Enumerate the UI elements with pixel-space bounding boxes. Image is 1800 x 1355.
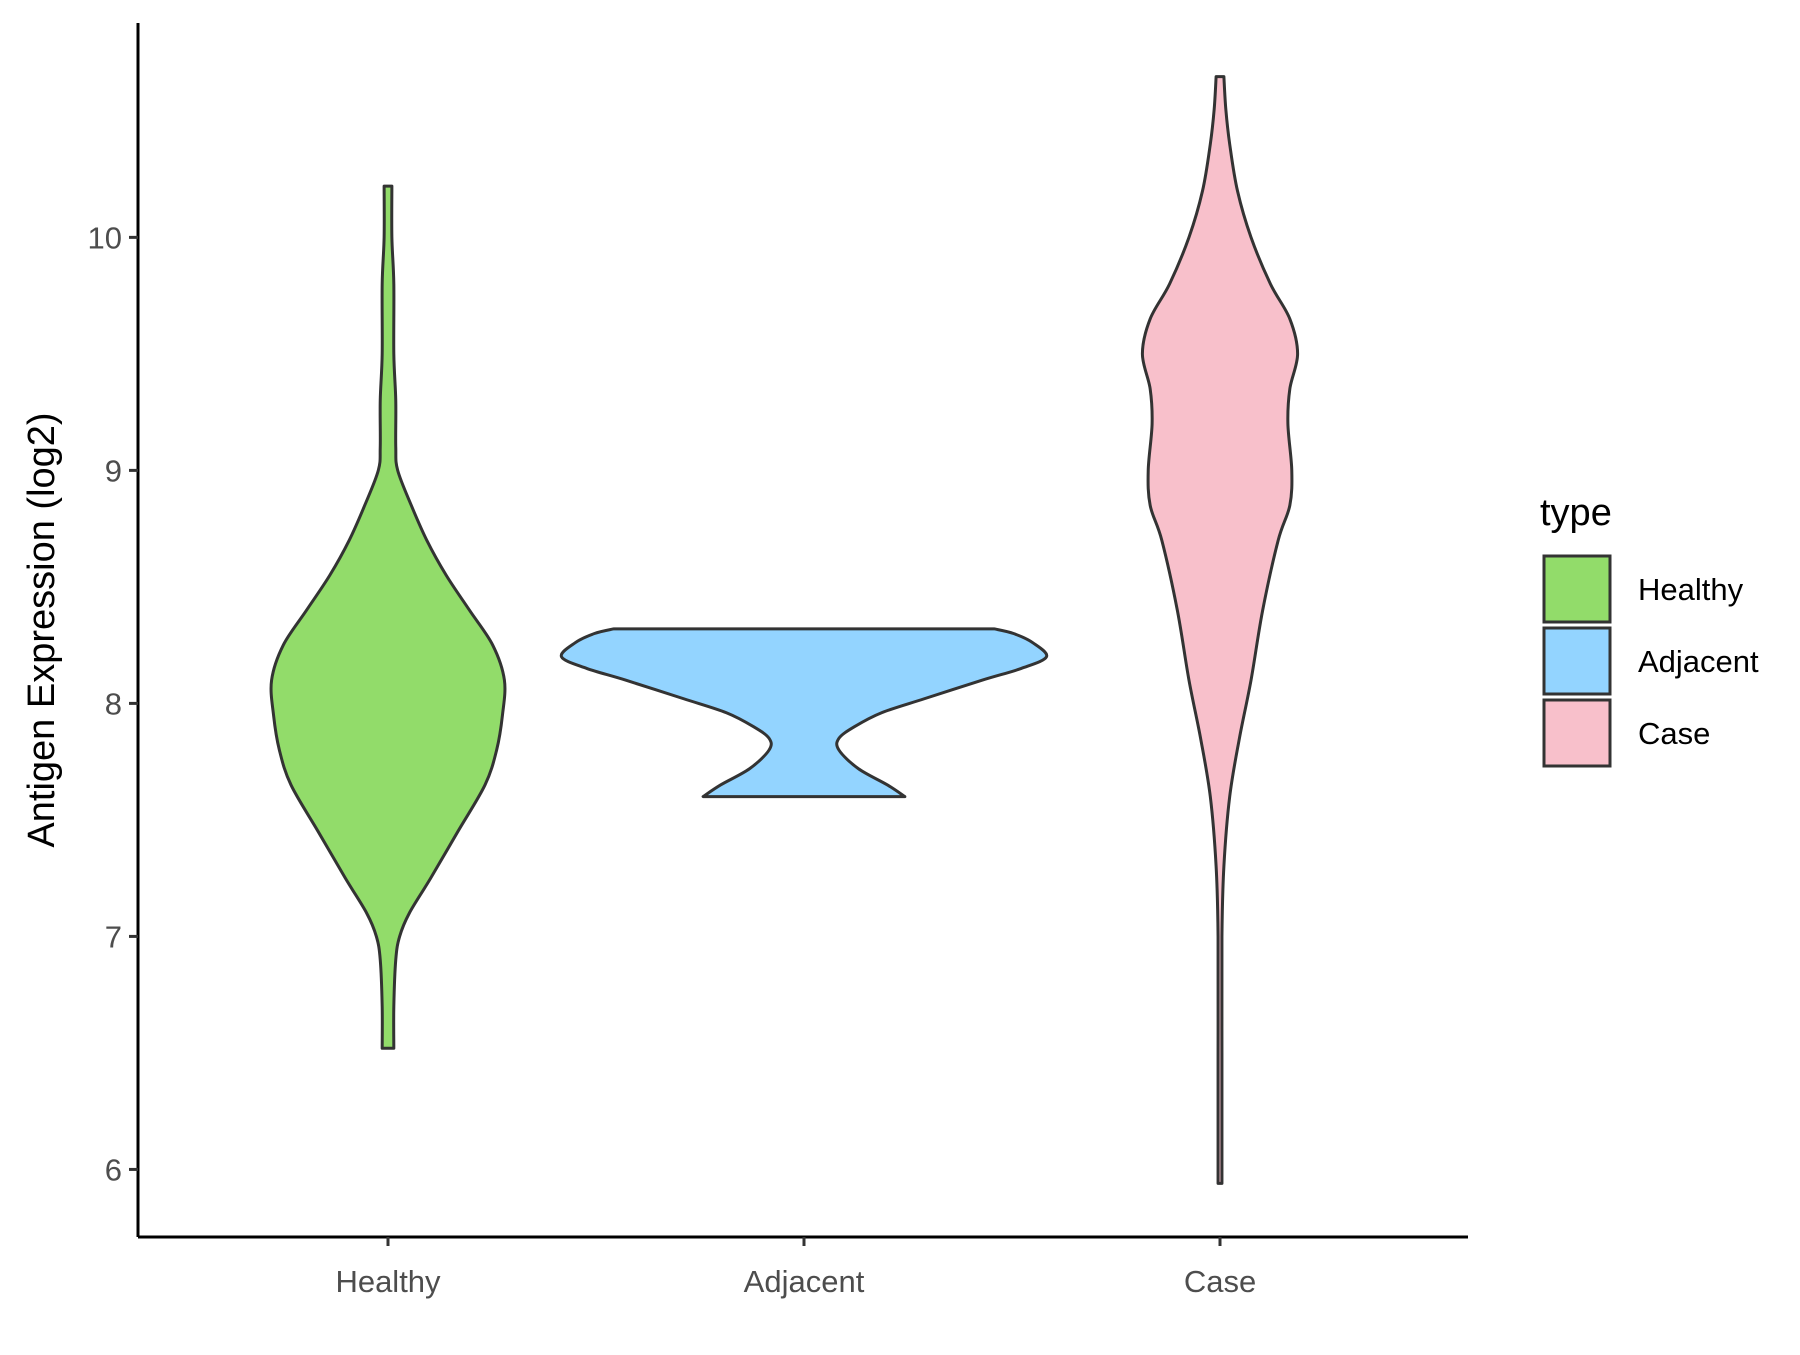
legend-key-healthy [1542,554,1612,624]
legend-label-adjacent: Adjacent [1638,644,1759,679]
x-tick-label-case: Case [1184,1264,1256,1299]
y-tick-label: 6 [105,1152,122,1187]
x-ticks-layer: Healthy Adjacent Case [335,1237,1256,1299]
legend-label-case: Case [1638,716,1710,751]
y-tick-label: 8 [105,686,122,721]
legend-title: type [1540,492,1612,534]
y-tick-label: 10 [88,220,122,255]
legend-label-healthy: Healthy [1638,572,1744,607]
y-axis-title: Antigen Expression (log2) [21,412,63,847]
legend-key-case [1542,698,1612,768]
y-tick-label: 7 [105,919,122,954]
violins-layer [269,75,1300,1185]
y-tick-label: 9 [105,453,122,488]
x-tick-label-adjacent: Adjacent [744,1264,865,1299]
violin-healthy [269,184,507,1050]
legend-key-adjacent [1542,626,1612,696]
violin-adjacent [559,627,1049,799]
violin-case [1140,75,1300,1185]
y-ticks-layer: 6 7 8 9 10 [88,220,138,1187]
legend: type Healthy Adjacent Case [1540,492,1759,768]
x-tick-label-healthy: Healthy [335,1264,441,1299]
